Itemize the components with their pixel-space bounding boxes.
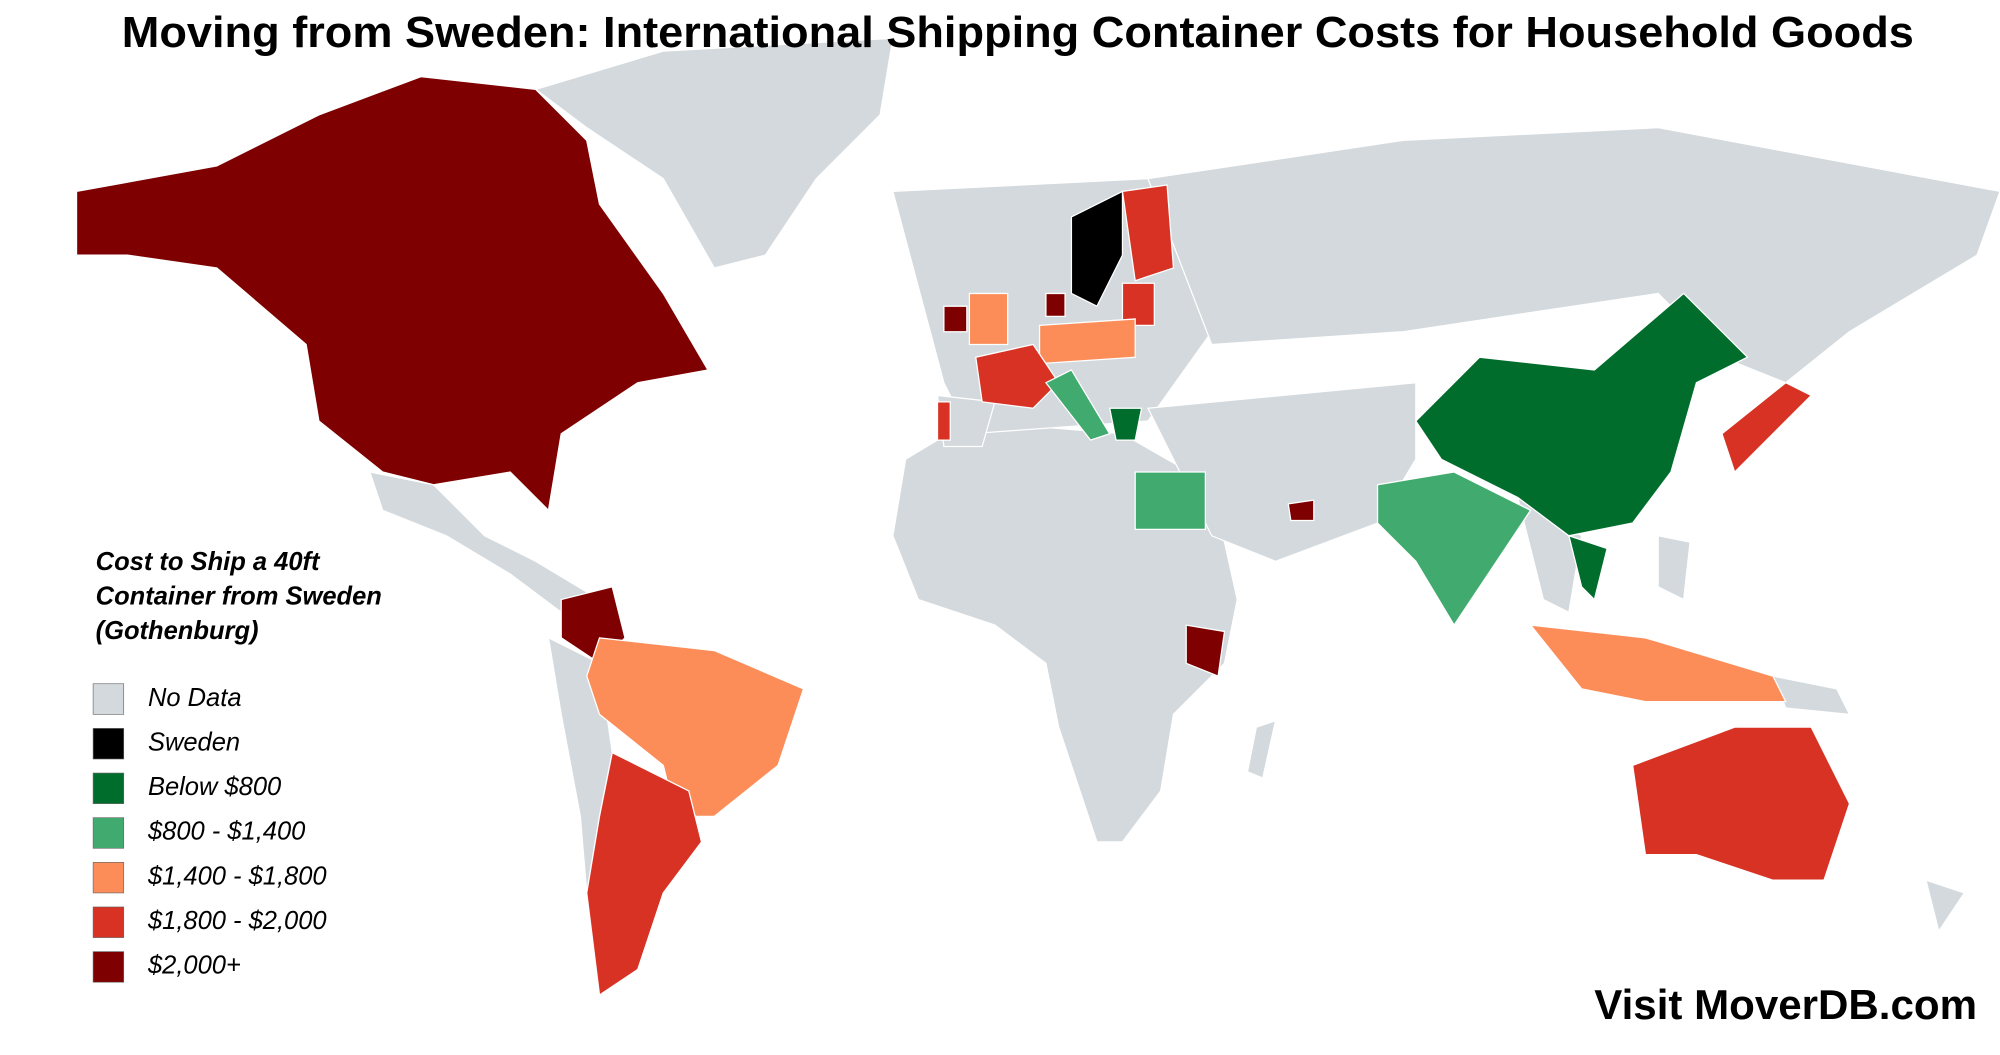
argentina-chile: [586, 751, 703, 997]
world-map: [75, 37, 2000, 997]
sweden: [1070, 190, 1124, 308]
legend-label: $1,800 - $2,000: [147, 907, 327, 935]
legend-label: $800 - $1,400: [147, 818, 305, 846]
australia: [1631, 726, 1851, 881]
ireland: [943, 305, 968, 333]
legend-swatch: [92, 817, 125, 849]
egypt: [1134, 471, 1206, 531]
philippines: [1657, 535, 1691, 601]
legend-swatch: [92, 772, 125, 804]
greece: [1108, 407, 1143, 441]
legend-label: Sweden: [148, 728, 240, 756]
legend-swatch: [92, 862, 125, 894]
greenland: [534, 37, 894, 269]
legend-title: (Gothenburg): [96, 617, 259, 645]
legend-title: Cost to Ship a 40ft: [96, 548, 321, 576]
legend-title: Container from Sweden: [96, 583, 382, 611]
russia-asia: [1147, 126, 2000, 384]
madagascar: [1246, 719, 1277, 780]
legend-label: $1,400 - $1,800: [147, 862, 327, 890]
new-zealand: [1925, 879, 1966, 933]
canada-usa: [75, 75, 709, 512]
baltics: [1121, 282, 1155, 326]
italy: [1044, 369, 1111, 441]
kenya: [1185, 624, 1226, 677]
legend-swatch: [92, 951, 125, 983]
indonesia: [1529, 624, 1787, 703]
germany-poland: [1038, 318, 1136, 365]
india: [1376, 471, 1532, 627]
legend-swatch: [92, 683, 125, 715]
legend: Cost to Ship a 40ft Container from Sweden…: [92, 548, 382, 983]
map-title: Moving from Sweden: International Shippi…: [122, 9, 1914, 57]
united-kingdom: [968, 292, 1009, 346]
finland: [1121, 184, 1175, 282]
portugal: [936, 401, 951, 441]
legend-label: $2,000+: [147, 952, 241, 980]
france: [975, 343, 1060, 409]
legend-label: Below $800: [148, 773, 281, 801]
footer: Visit MoverDB.com: [1594, 981, 1977, 1028]
denmark: [1045, 292, 1066, 318]
legend-swatch: [92, 906, 125, 938]
vietnam-malaysia: [1567, 534, 1608, 601]
uae: [1287, 499, 1315, 522]
japan: [1721, 381, 1813, 474]
china: [1414, 292, 1749, 537]
legend-label: No Data: [148, 684, 242, 712]
legend-swatch: [92, 728, 125, 760]
